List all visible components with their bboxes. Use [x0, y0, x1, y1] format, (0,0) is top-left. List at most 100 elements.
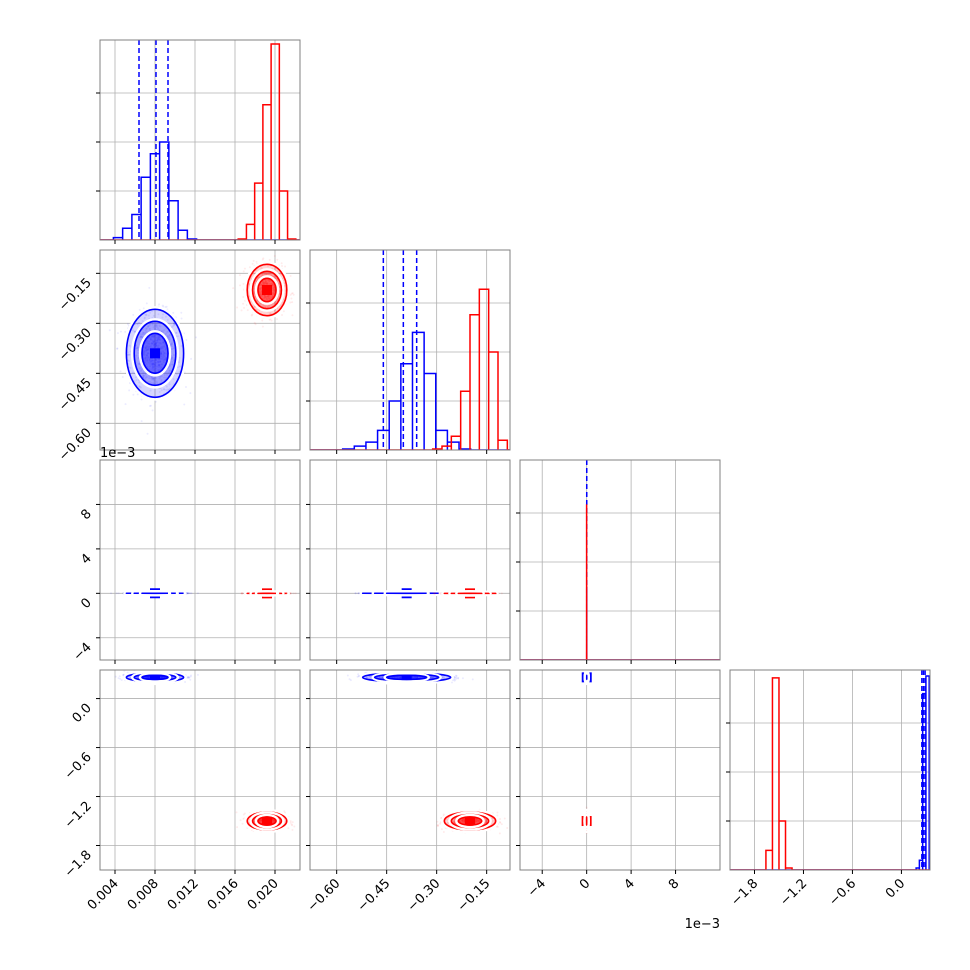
sample-point: [133, 380, 136, 383]
sample-point: [282, 310, 285, 313]
sample-point: [266, 282, 269, 285]
sample-point: [156, 338, 159, 341]
sample-point: [150, 344, 153, 347]
sample-point: [168, 369, 171, 372]
sample-point: [119, 330, 122, 333]
sample-point: [151, 378, 154, 381]
sample-point: [152, 340, 155, 343]
sample-point: [147, 342, 150, 345]
sample-point: [268, 258, 271, 261]
sample-point: [160, 355, 163, 358]
sample-point: [163, 358, 166, 361]
sample-point: [272, 285, 275, 288]
sample-point: [269, 312, 272, 315]
sample-point: [144, 357, 147, 360]
sample-point: [267, 273, 270, 276]
sample-point: [248, 266, 251, 269]
sample-point: [178, 356, 181, 359]
sample-point: [144, 361, 147, 364]
sample-point: [270, 295, 273, 298]
panel-frame: [99, 459, 301, 661]
sample-point: [137, 349, 140, 352]
sample-point: [142, 354, 145, 357]
sample-point: [136, 346, 139, 349]
sample-point: [266, 296, 269, 299]
sample-point: [147, 314, 150, 317]
sample-point: [119, 370, 122, 373]
sample-point: [190, 357, 193, 360]
sample-point: [157, 364, 160, 367]
sample-point: [163, 352, 166, 355]
sample-point: [184, 385, 187, 388]
panel-content: [310, 460, 510, 660]
sample-point: [272, 287, 275, 290]
sample-point: [152, 334, 155, 337]
sample-point: [156, 338, 159, 341]
sample-point: [263, 272, 266, 275]
sample-point: [138, 385, 141, 388]
sample-point: [264, 295, 267, 298]
sample-point: [160, 366, 163, 369]
sample-point: [166, 334, 169, 337]
sample-point: [268, 283, 271, 286]
sample-point: [271, 292, 274, 295]
sample-point: [241, 592, 244, 595]
contour-line-1: [133, 320, 177, 387]
sample-point: [263, 282, 266, 285]
sample-point: [262, 257, 265, 260]
sample-point: [266, 282, 269, 285]
sample-point: [152, 377, 155, 380]
sample-point: [266, 306, 269, 309]
sample-point: [292, 592, 295, 595]
sample-point: [159, 346, 162, 349]
sample-point: [266, 305, 269, 308]
sample-point: [149, 338, 152, 341]
sample-point: [138, 321, 141, 324]
sample-point: [159, 338, 162, 341]
sample-point: [270, 283, 273, 286]
sample-point: [143, 360, 146, 363]
sample-point: [152, 361, 155, 364]
sample-point: [236, 306, 239, 309]
sample-point: [154, 327, 157, 330]
sample-point: [154, 346, 157, 349]
sample-point: [143, 374, 146, 377]
sample-point: [157, 337, 160, 340]
sample-point: [265, 282, 268, 285]
sample-point: [162, 351, 165, 354]
sample-point: [253, 321, 256, 324]
sample-point: [170, 342, 173, 345]
sample-point: [266, 297, 269, 300]
sample-point: [261, 273, 264, 276]
sample-point: [146, 356, 149, 359]
y-tick-label: 4: [78, 551, 94, 567]
sample-point: [264, 305, 267, 308]
sample-point: [151, 362, 154, 365]
sample-point: [264, 281, 267, 284]
sample-point: [160, 352, 163, 355]
sample-point: [242, 270, 245, 273]
sample-point: [272, 293, 275, 296]
sample-point: [268, 280, 271, 283]
sample-point: [152, 344, 155, 347]
sample-point: [180, 317, 183, 320]
sample-point: [135, 354, 138, 357]
panel-content: [100, 460, 300, 660]
sample-point: [358, 592, 361, 595]
sample-point: [259, 293, 262, 296]
sample-point: [155, 343, 158, 346]
sample-point: [265, 298, 268, 301]
sample-point: [155, 323, 158, 326]
sample-point: [156, 339, 159, 342]
sample-point: [265, 297, 268, 300]
sample-point: [154, 363, 157, 366]
sample-point: [154, 377, 157, 380]
sample-point: [262, 297, 265, 300]
sample-point: [151, 335, 154, 338]
sample-point: [172, 311, 175, 314]
sample-point: [284, 265, 287, 268]
sample-point: [170, 356, 173, 359]
sample-point: [264, 281, 267, 284]
sample-point: [154, 361, 157, 364]
sample-point: [266, 279, 269, 282]
